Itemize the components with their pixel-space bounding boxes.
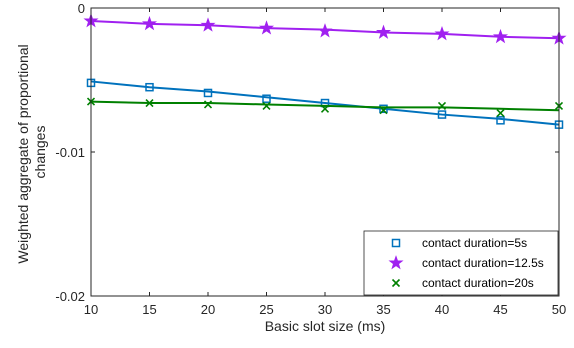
legend-label: contact duration=5s (422, 236, 527, 250)
data-point (320, 104, 330, 113)
data-point (145, 82, 154, 92)
data-point (437, 110, 447, 119)
y-axis-title: Weighted aggregate of proportional chang… (15, 40, 48, 263)
data-point (262, 94, 271, 103)
data-point (200, 17, 216, 32)
x-tick-label: 35 (376, 302, 390, 317)
y-tick-label: -0.01 (55, 145, 85, 160)
x-tick-label: 40 (435, 302, 449, 317)
data-point (317, 23, 333, 38)
legend-label: contact duration=20s (422, 276, 534, 290)
data-point (141, 15, 158, 31)
x-tick-label: 30 (318, 302, 332, 317)
data-point (203, 88, 213, 98)
x-tick-label: 15 (142, 302, 156, 317)
y-tick-label: -0.02 (55, 289, 85, 304)
x-tick-label: 45 (493, 302, 507, 317)
legend-items: contact duration=5s contact duration=12.5… (388, 236, 544, 290)
y-axis-title-line-1: Weighted aggregate of proportional (15, 44, 31, 263)
legend-marker (391, 278, 401, 288)
x-tick-label: 10 (84, 302, 98, 317)
series-layer (83, 13, 567, 129)
legend-label: contact duration=12.5s (422, 256, 544, 270)
data-point (145, 98, 154, 108)
legend: contact duration=5s contact duration=12.5… (363, 230, 559, 296)
data-point (496, 109, 505, 118)
legend-marker (391, 238, 401, 248)
data-point (258, 20, 275, 35)
data-point (262, 101, 271, 110)
y-axis-title-line-2: changes (32, 126, 48, 179)
data-point (434, 26, 450, 41)
data-point (437, 101, 447, 110)
y-tick-label: 0 (78, 1, 85, 16)
legend-marker (388, 255, 404, 270)
data-point (375, 24, 392, 39)
x-axis-title: Basic slot size (ms) (265, 318, 386, 334)
x-tick-label: 20 (201, 302, 215, 317)
series-1 (83, 13, 567, 45)
data-point (203, 100, 213, 109)
axes-layer: 10 15 20 25 30 35 40 45 50 0 -0.01 -0.02 (55, 1, 566, 317)
data-point (379, 106, 388, 115)
x-tick-label: 50 (552, 302, 566, 317)
x-tick-label: 25 (259, 302, 273, 317)
series-line (90, 100, 560, 112)
data-point (492, 28, 509, 44)
data-point (379, 104, 388, 114)
series-line (90, 80, 560, 126)
data-point (496, 116, 505, 125)
